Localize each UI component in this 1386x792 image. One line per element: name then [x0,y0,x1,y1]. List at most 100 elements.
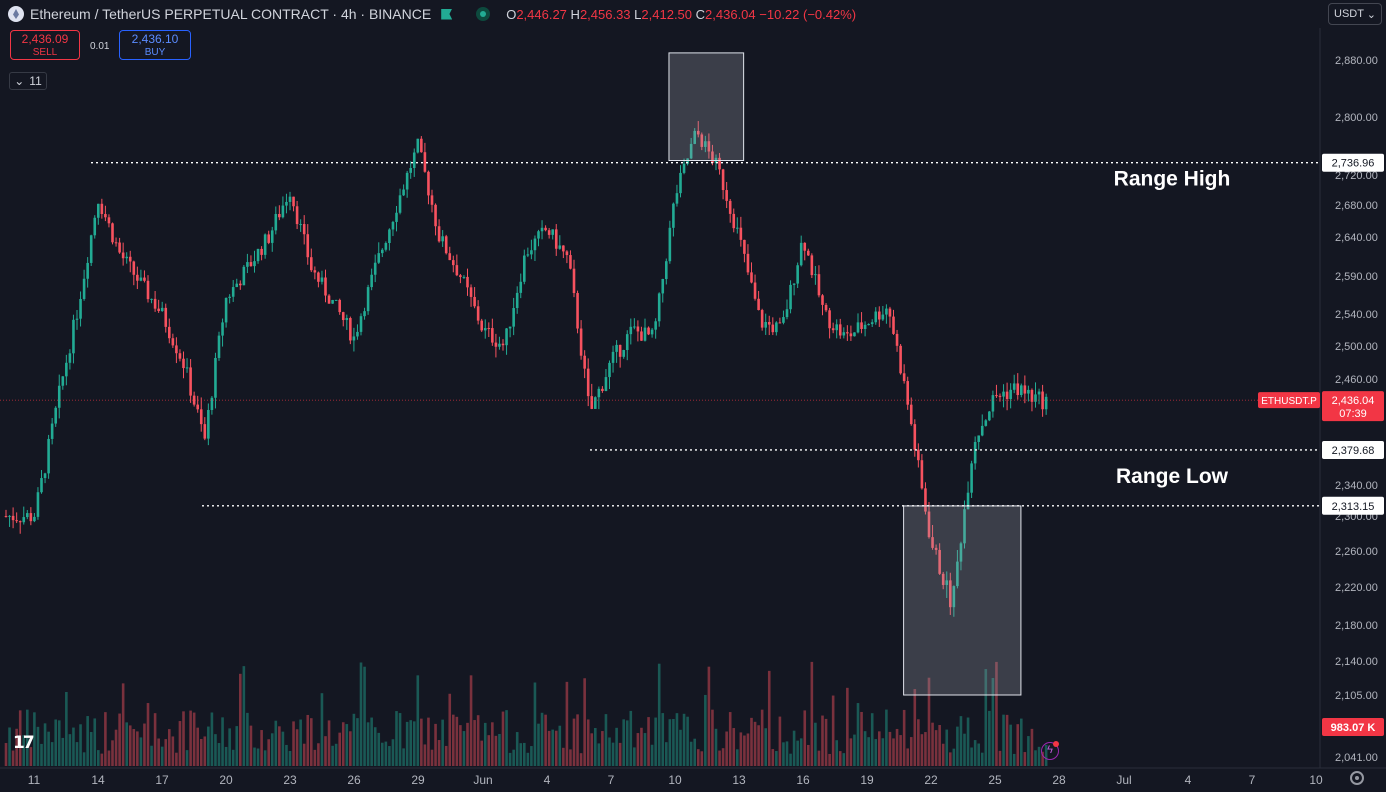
highlight-box [668,52,745,161]
volume-bar [625,720,629,766]
alerts-bolt-icon[interactable]: ϟ [1041,742,1059,760]
candle-body [89,235,93,263]
volume-bar [817,750,821,766]
x-tick-label: 16 [796,773,810,787]
candle-body [97,203,100,218]
candle-body [310,257,313,271]
candle-body [892,316,895,334]
volume-bar [370,717,373,766]
buy-button[interactable]: 2,436.10 BUY [119,30,191,60]
candle-body [256,248,260,262]
volume-bar [306,714,310,766]
candle-body [831,328,835,331]
volume-bar [146,703,150,766]
candle-body [288,196,292,202]
volume-bar [537,723,540,766]
currency-value: USDT [1334,8,1364,20]
candle-body [263,234,267,255]
volume-bar [867,737,870,766]
x-tick-label: 22 [924,773,938,787]
candle-body [860,322,863,329]
volume-bar [466,722,469,766]
candle-body [569,255,572,269]
volume-bar [615,727,618,766]
volume-bar [157,738,160,766]
candle-body [661,279,665,294]
sell-label: SELL [32,47,58,58]
volume-bar [963,733,966,766]
candle-body [327,295,331,304]
candle-body [533,238,537,251]
volume-bar [821,715,824,766]
tradingview-logo[interactable]: 17 [13,733,35,753]
candles [4,121,1048,617]
candle-body [917,449,920,461]
candle-body [682,163,686,173]
volume-bar [1034,750,1037,766]
volume-bar [934,730,938,766]
candle-body [1037,391,1041,395]
y-tick-label: 2,220.00 [1335,582,1378,594]
candle-body [26,513,29,518]
candle-body [576,293,579,329]
sell-button[interactable]: 2,436.09 SELL [10,30,80,60]
candle-body [924,488,927,512]
volume-bar [980,752,984,766]
volume-bar [345,724,349,766]
volume-bar [643,733,647,766]
volume-bar [995,661,998,766]
volume-bar [356,718,359,766]
volume-bar [750,717,753,766]
volume-bar [139,737,143,766]
candle-body [11,515,15,521]
candle-body [207,409,210,439]
volume-bar [842,753,846,766]
candle-body [846,332,849,334]
candle-body [583,355,586,369]
indicators-toggle[interactable]: ⌄ 11 [9,72,47,90]
volume-bar [36,726,40,766]
volume-bar [246,712,249,766]
volume-bar [235,726,239,766]
candle-body [977,435,980,442]
volume-bar [853,734,856,766]
candle-body [988,411,991,421]
candle-body [611,351,615,363]
candle-body [973,441,977,464]
volume-bar [874,739,878,766]
volume-bar [977,743,980,766]
candle-body [1027,389,1030,394]
volume-bar [753,721,757,766]
volume-bar [572,718,576,766]
volume-bar [384,741,388,766]
candle-body [50,423,54,439]
volume-bar [952,748,956,766]
candle-body [420,138,423,153]
symbol-title[interactable]: Ethereum / TetherUS PERPETUAL CONTRACT ·… [30,6,432,22]
volume-bar [491,722,494,766]
candle-body [913,424,917,450]
volume-bar [341,722,345,766]
volume-bar [970,747,973,766]
x-tick-label: 20 [219,773,233,787]
candle-body [799,242,803,266]
gear-icon[interactable] [1350,771,1364,785]
candle-body [689,143,693,159]
candle-body [874,311,878,323]
x-tick-label: 23 [283,773,297,787]
candle-body [906,381,909,405]
currency-select[interactable]: USDT ⌄ [1328,3,1382,25]
candle-body [345,318,349,321]
candle-body [203,424,207,439]
open-value: 2,446.27 [516,6,567,22]
x-tick-label: 4 [1185,773,1192,787]
chevron-down-icon: ⌄ [14,74,25,88]
candle-body [817,274,821,296]
candle-body [991,395,995,412]
candle-body [164,307,168,327]
candle-body [1020,385,1023,396]
volume-bar [171,736,175,766]
volume-bar [189,710,192,766]
candle-body [767,321,771,325]
